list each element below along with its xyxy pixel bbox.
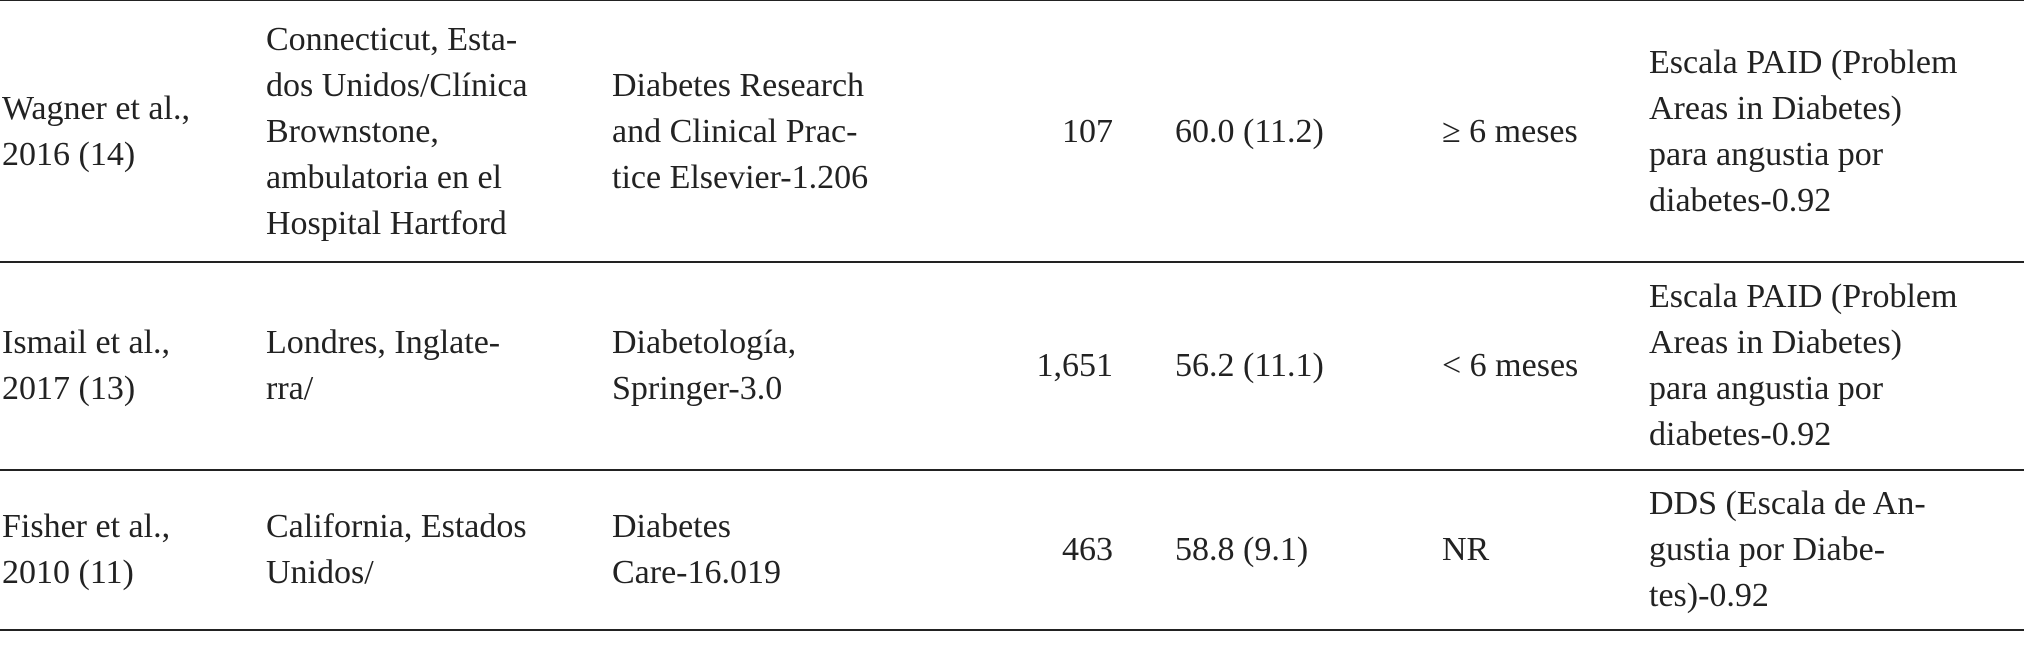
table-rule — [0, 469, 2024, 471]
table-cell: 58.8 (9.1) — [1175, 470, 1435, 630]
cell-line: tes)-0.92 — [1649, 577, 1769, 614]
cell-line: tice Elsevier-1.206 — [612, 159, 869, 196]
table-cell: Connecticut, Esta-dos Unidos/Clínica Brow… — [266, 2, 606, 262]
cell-line: 2010 (11) — [2, 554, 134, 591]
cell-line: 56.2 (11.1) — [1175, 347, 1324, 384]
table-cell: 56.2 (11.1) — [1175, 262, 1435, 470]
table-rule — [0, 629, 2024, 631]
table-cell: Diabetes Research and Clinical Prac-tice … — [612, 2, 942, 262]
cell-line: Hospital Hartford — [266, 205, 507, 242]
table-rule — [0, 261, 2024, 263]
table-cell: Diabetes Care-16.019 — [612, 470, 942, 630]
cell-line: 58.8 (9.1) — [1175, 531, 1309, 568]
table-cell: 107 — [960, 2, 1113, 262]
table-cell: < 6 meses — [1442, 262, 1642, 470]
cell-line: 2017 (13) — [2, 370, 136, 407]
table-cell: 60.0 (11.2) — [1175, 2, 1435, 262]
table-cell: California, Estados Unidos/ — [266, 470, 606, 630]
table-cell: Wagner et al., 2016 (14) — [2, 2, 262, 262]
table-cell: NR — [1442, 470, 1642, 630]
cell-line: ambulatoria en el — [266, 159, 503, 196]
table-cell: Diabetología, Springer-3.0 — [612, 262, 942, 470]
table-cell: 463 — [960, 470, 1113, 630]
cell-line: Londres, Inglate- — [266, 324, 501, 361]
table-cell: 1,651 — [960, 262, 1114, 470]
cell-line: diabetes-0.92 — [1649, 416, 1832, 453]
cell-line: < 6 meses — [1442, 347, 1579, 384]
table-cell: Escala PAID (Problem Areas in Diabetes) pa… — [1649, 2, 2024, 262]
cell-line: 1,651 — [1036, 347, 1114, 384]
cell-line: Diabetología, — [612, 324, 797, 361]
cell-line: 2016 (14) — [2, 136, 136, 173]
cell-line: Springer-3.0 — [612, 370, 783, 407]
cell-line: Connecticut, Esta- — [266, 21, 518, 58]
cell-line: Ismail et al., — [2, 324, 171, 361]
table-rule — [0, 0, 2024, 1]
cell-line: Diabetes Research — [612, 67, 865, 104]
table-cell: DDS (Escala de An-gustia por Diabe-tes)-… — [1649, 470, 2024, 630]
table-cell: Londres, Inglate-rra/ — [266, 262, 606, 470]
cell-line: Brownstone, — [266, 113, 439, 150]
cell-line: gustia por Diabe- — [1649, 531, 1886, 568]
cell-line: Escala PAID (Problem — [1649, 278, 1958, 315]
cell-line: Fisher et al., — [2, 508, 171, 545]
cell-line: Areas in Diabetes) — [1649, 90, 1903, 127]
cell-line: Care-16.019 — [612, 554, 782, 591]
cell-line: 107 — [1062, 113, 1113, 150]
cell-line: ≥ 6 meses — [1442, 113, 1578, 150]
cell-line: Unidos/ — [266, 554, 374, 591]
cell-line: NR — [1442, 531, 1490, 568]
table-cell: ≥ 6 meses — [1442, 2, 1642, 262]
table-cell: Escala PAID (Problem Areas in Diabetes) pa… — [1649, 262, 2024, 470]
table-cell: Ismail et al., 2017 (13) — [2, 262, 262, 470]
cell-line: rra/ — [266, 370, 314, 407]
cell-line: Areas in Diabetes) — [1649, 324, 1903, 361]
cell-line: DDS (Escala de An- — [1649, 485, 1926, 522]
cell-line: para angustia por — [1649, 370, 1884, 407]
cell-line: California, Estados — [266, 508, 527, 545]
cell-line: 463 — [1062, 531, 1113, 568]
cell-line: and Clinical Prac- — [612, 113, 858, 150]
cell-line: diabetes-0.92 — [1649, 182, 1832, 219]
cell-line: para angustia por — [1649, 136, 1884, 173]
cell-line: Diabetes — [612, 508, 731, 545]
table-cell: Fisher et al., 2010 (11) — [2, 470, 262, 630]
cell-line: 60.0 (11.2) — [1175, 113, 1324, 150]
cell-line: dos Unidos/Clínica — [266, 67, 528, 104]
cell-line: Escala PAID (Problem — [1649, 44, 1958, 81]
cell-line: Wagner et al., — [2, 90, 190, 127]
